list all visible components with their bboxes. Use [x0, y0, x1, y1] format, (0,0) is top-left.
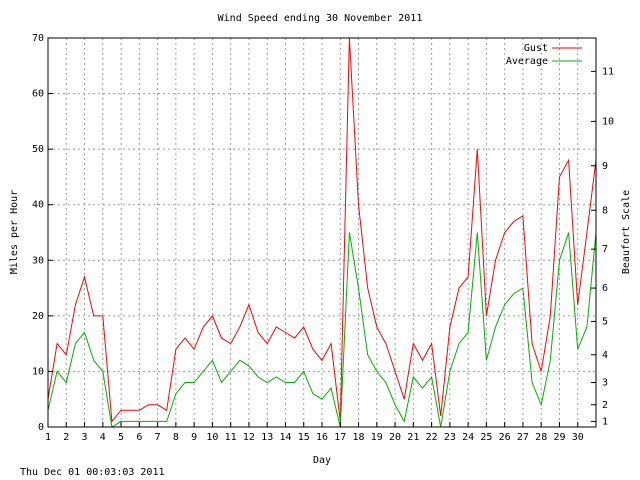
y2-tick-label: 6: [602, 283, 608, 294]
x-tick-label: 20: [389, 432, 401, 443]
y2-tick-label: 9: [602, 161, 608, 172]
x-tick-label: 7: [155, 432, 161, 443]
y-tick-label: 40: [32, 200, 44, 211]
x-tick-label: 5: [118, 432, 124, 443]
y-axis-label: Miles per Hour: [9, 190, 20, 274]
x-tick-label: 12: [243, 432, 255, 443]
x-tick-label: 2: [63, 432, 69, 443]
line-series: [48, 232, 596, 427]
x-tick-label: 6: [136, 432, 142, 443]
x-tick-label: 16: [316, 432, 328, 443]
y2-axis-label: Beaufort Scale: [621, 190, 632, 274]
y-tick-label: 20: [32, 311, 44, 322]
x-tick-label: 14: [279, 432, 291, 443]
y-tick-label: 10: [32, 366, 44, 377]
x-tick-label: 25: [480, 432, 492, 443]
x-tick-label: 4: [100, 432, 106, 443]
x-tick-label: 27: [517, 432, 529, 443]
line-series: [48, 38, 596, 423]
y2-tick-label: 11: [602, 66, 614, 77]
x-tick-label: 15: [298, 432, 310, 443]
legend-label: Gust: [524, 43, 548, 54]
x-tick-label: 13: [261, 432, 273, 443]
x-tick-label: 11: [225, 432, 237, 443]
x-tick-label: 26: [499, 432, 511, 443]
x-tick-label: 22: [426, 432, 438, 443]
x-axis-label: Day: [313, 455, 331, 466]
x-tick-label: 29: [553, 432, 565, 443]
x-tick-label: 30: [572, 432, 584, 443]
y2-tick-label: 7: [602, 244, 608, 255]
x-tick-label: 28: [535, 432, 547, 443]
x-tick-label: 3: [82, 432, 88, 443]
y-tick-label: 60: [32, 89, 44, 100]
x-tick-label: 21: [407, 432, 419, 443]
y-tick-label: 50: [32, 144, 44, 155]
y-tick-label: 30: [32, 255, 44, 266]
x-tick-label: 1: [45, 432, 51, 443]
y2-tick-label: 4: [602, 350, 608, 361]
y2-tick-label: 2: [602, 400, 608, 411]
x-tick-label: 18: [353, 432, 365, 443]
y2-tick-label: 3: [602, 378, 608, 389]
y2-tick-label: 8: [602, 205, 608, 216]
y-tick-label: 0: [38, 422, 44, 433]
x-tick-label: 17: [334, 432, 346, 443]
x-tick-label: 10: [206, 432, 218, 443]
footer-timestamp: Thu Dec 01 00:03:03 2011: [20, 467, 165, 478]
y-tick-label: 70: [32, 33, 44, 44]
y2-tick-label: 1: [602, 416, 608, 427]
x-tick-label: 9: [191, 432, 197, 443]
x-tick-label: 19: [371, 432, 383, 443]
legend-label: Average: [506, 56, 548, 67]
y2-tick-label: 10: [602, 116, 614, 127]
plot-area: [48, 38, 596, 427]
y2-tick-label: 5: [602, 316, 608, 327]
x-tick-label: 24: [462, 432, 474, 443]
x-tick-label: 23: [444, 432, 456, 443]
x-tick-label: 8: [173, 432, 179, 443]
chart-title: Wind Speed ending 30 November 2011: [218, 13, 423, 24]
